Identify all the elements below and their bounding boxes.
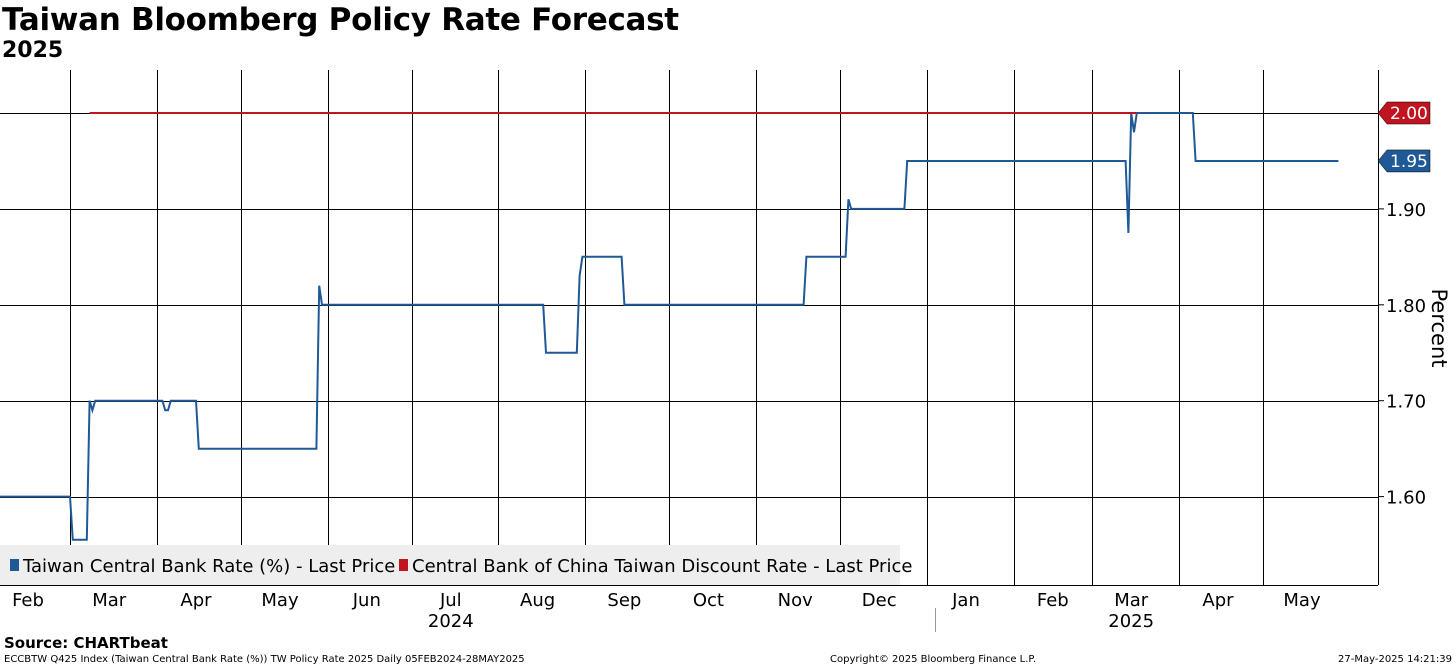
last-value-label: 1.95 [1390,152,1428,172]
y-tick-label: 1.60 [1386,488,1426,509]
x-tick-label: Mar [1114,590,1149,611]
x-tick-label: Jun [352,590,381,611]
copyright-note: Copyright© 2025 Bloomberg Finance L.P. [830,654,1037,665]
last-value-tags: 2.00 1.95 [1377,101,1431,173]
y-tick-label: 1.90 [1386,200,1426,221]
x-tick-label: Nov [778,590,813,611]
y-axis-title: Percent [1427,288,1451,367]
chart-subtitle: 2025 [2,38,64,63]
legend-swatch [399,559,408,571]
source-note: Source: CHARTbeat [4,634,168,652]
chart-title: Taiwan Bloomberg Policy Rate Forecast [2,2,679,38]
taiwan-central-bank-rate-line [0,112,1339,541]
x-tick-label: Apr [1202,590,1234,611]
y-tick-label: 1.70 [1386,392,1426,413]
axis-layer: 1.60 1.70 1.80 1.90 Feb Mar Apr May Jun Jul Aug Sep… [0,70,1451,632]
x-tick-label: May [1283,590,1321,611]
x-tick-label: Jul [439,590,462,611]
x-year-label: 2025 [1108,611,1154,632]
vertical-gridlines [70,70,1264,585]
x-tick-label: Apr [180,590,212,611]
legend-background [0,545,900,585]
x-tick-label: Aug [520,590,555,611]
legend: Taiwan Central Bank Rate (%) - Last Pric… [0,545,912,585]
last-value-tag [1377,149,1431,173]
last-value-label: 2.00 [1390,104,1428,124]
index-description: ECCBTW Q425 Index (Taiwan Central Bank R… [4,654,525,665]
legend-swatch [10,559,19,571]
x-tick-label: Mar [92,590,127,611]
x-tick-label: Oct [693,590,724,611]
legend-label: Taiwan Central Bank Rate (%) - Last Pric… [22,556,395,577]
x-tick-label: Feb [12,590,44,611]
last-value-tag [1377,101,1431,125]
y-tick-label: 1.80 [1386,296,1426,317]
x-tick-label: Dec [862,590,897,611]
x-tick-label: Feb [1037,590,1069,611]
series-layer [0,112,1339,541]
timestamp: 27-May-2025 14:21:39 [1338,654,1452,665]
x-tick-label: Jan [951,590,980,611]
x-tick-label: May [261,590,299,611]
x-tick-label: Sep [607,590,641,611]
legend-label: Central Bank of China Taiwan Discount Ra… [412,556,912,577]
x-year-label: 2024 [428,611,474,632]
